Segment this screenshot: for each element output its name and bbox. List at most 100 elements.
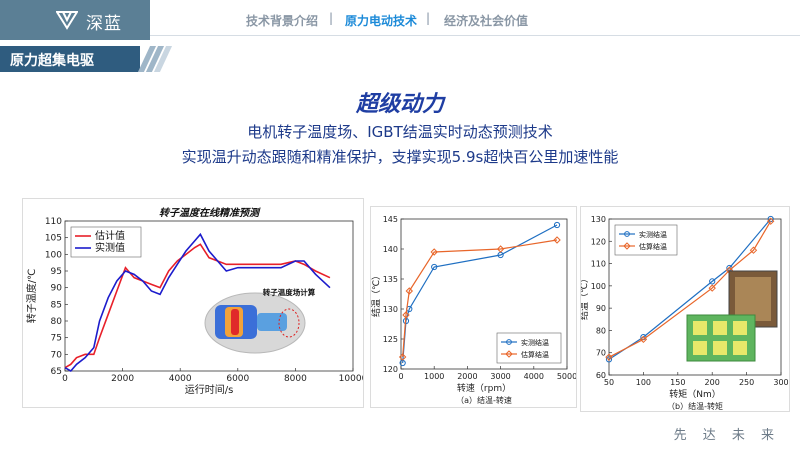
x-tick-label: 100	[636, 378, 651, 387]
data-point	[553, 236, 561, 244]
junction-temp-speed-chart: 0 1000 2000 3000 4000 5000 120 125 130 135 140 145 转…	[370, 215, 577, 405]
legend-label: 实测值	[95, 241, 125, 254]
x-tick-label: 0	[62, 374, 68, 384]
igbt-module-detail	[735, 277, 771, 321]
x-tick-label: 50	[604, 378, 614, 387]
y-tick-label: 75	[51, 334, 62, 344]
data-point	[402, 311, 410, 319]
rotor-temperature-chart: 0 2000 4000 6000 8000 10000 65 70 75 80 85 90 95 100 1…	[25, 207, 368, 396]
nav-separator: |	[329, 11, 334, 25]
x-tick-label: 4000	[524, 372, 544, 381]
series-line	[608, 220, 772, 358]
legend-label: 实测结温	[521, 338, 549, 347]
top-divider	[150, 35, 800, 36]
y-tick-label: 145	[383, 215, 398, 224]
x-tick-label: 200	[705, 378, 720, 387]
data-point	[639, 335, 648, 344]
y-tick-label: 100	[591, 282, 606, 291]
junction-temp-torque-chart-panel: 50 100 150 200 250 300 60 70 80 90 100 110 120 130 转矩（…	[578, 206, 790, 412]
legend-box	[614, 224, 678, 256]
y-tick-label: 130	[591, 215, 606, 224]
x-tick-label: 2000	[111, 374, 134, 384]
section-title: 原力超集电驱	[10, 53, 94, 69]
y-tick-label: 80	[596, 326, 606, 335]
data-point	[708, 284, 716, 292]
y-axis-label: 结温（℃）	[371, 271, 382, 317]
y-tick-label: 140	[383, 245, 398, 254]
chart-caption: （a）结温-转速	[456, 395, 512, 405]
nav-item-economic-value[interactable]: 经济及社会价值	[444, 14, 529, 28]
x-tick-label: 250	[739, 378, 754, 387]
legend-label: 估算结温	[521, 350, 549, 359]
data-point	[766, 217, 775, 225]
rotor-temperature-field-image: 转子温度场计算	[204, 287, 316, 354]
y-tick-label: 70	[596, 349, 606, 358]
data-point	[405, 287, 414, 295]
brand-name: 深蓝	[86, 14, 122, 34]
x-tick-label: 10000	[339, 374, 363, 384]
y-tick-label: 95	[51, 267, 62, 277]
inset-label: 转子温度场计算	[263, 287, 316, 297]
data-point	[749, 246, 758, 254]
x-tick-label: 300	[773, 378, 788, 387]
y-tick-label: 135	[383, 275, 398, 284]
rotor-shaft	[257, 313, 287, 331]
y-tick-label: 120	[383, 365, 398, 374]
rotor-hot-core	[231, 309, 239, 335]
series-line	[64, 243, 331, 369]
headline: 超级动力	[355, 92, 444, 117]
subtitle-line-1: 电机转子温度场、IGBT结温实时动态预测技术	[247, 123, 553, 141]
y-axis-label: 结温（℃）	[581, 274, 590, 320]
y-tick-label: 110	[591, 260, 606, 269]
data-point	[605, 353, 613, 361]
data-point	[496, 245, 505, 253]
y-axis-label: 转子温度/℃	[25, 269, 38, 324]
series-line	[64, 232, 331, 373]
section-tag: 原力超集电驱	[0, 46, 140, 72]
y-tick-label: 120	[591, 237, 606, 246]
thermal-spot	[733, 341, 747, 355]
legend-label: 估算结温	[639, 242, 667, 251]
legend-box	[496, 332, 562, 364]
x-tick-label: 5000	[557, 372, 576, 381]
series-line	[402, 239, 558, 358]
y-tick-label: 125	[383, 335, 398, 344]
thermal-spot	[693, 341, 707, 355]
thermal-spot	[733, 321, 747, 335]
legend-marker	[505, 350, 513, 358]
x-tick-label: 4000	[169, 374, 192, 384]
x-tick-label: 150	[670, 378, 685, 387]
legend-marker	[506, 339, 512, 345]
data-point	[709, 278, 716, 285]
x-tick-label: 6000	[226, 374, 249, 384]
thermal-spot	[713, 321, 727, 335]
x-tick-label: 3000	[490, 372, 510, 381]
legend-marker	[624, 231, 630, 237]
legend-label: 实测结温	[639, 230, 667, 239]
thermal-spot	[693, 321, 707, 335]
brand-logo-block: 深蓝	[0, 0, 150, 40]
x-tick-label: 2000	[457, 372, 477, 381]
y-tick-label: 60	[596, 371, 606, 380]
junction-temp-speed-chart-panel: 0 1000 2000 3000 4000 5000 120 125 130 135 140 145 转…	[370, 206, 577, 408]
y-tick-label: 85	[51, 300, 62, 310]
chart-caption: （b）结温-转矩	[667, 401, 723, 411]
data-point	[431, 263, 438, 271]
junction-temp-torque-chart: 50 100 150 200 250 300 60 70 80 90 100 110 120 130 转矩（…	[578, 215, 789, 411]
x-axis-label: 转矩（Nm）	[669, 388, 721, 400]
legend-box	[70, 226, 142, 258]
triangle-v-logo-icon	[56, 11, 78, 30]
series-line	[608, 218, 772, 360]
highlight-ring	[278, 308, 300, 338]
subtitle-line-2: 实现温升动态跟随和精准保护，支撑实现5.9s超快百公里加速性能	[181, 148, 619, 166]
nav-item-electric-tech[interactable]: 原力电动技术	[345, 14, 418, 28]
y-tick-label: 90	[596, 304, 606, 313]
x-tick-label: 1000	[424, 372, 444, 381]
y-tick-label: 65	[51, 367, 62, 377]
y-tick-label: 80	[51, 317, 63, 327]
y-tick-label: 105	[45, 234, 62, 244]
y-tick-label: 130	[383, 305, 398, 314]
nav-item-tech-background[interactable]: 技术背景介绍	[246, 14, 319, 28]
legend-marker	[623, 242, 631, 250]
x-axis-label: 运行时间/s	[185, 383, 234, 396]
